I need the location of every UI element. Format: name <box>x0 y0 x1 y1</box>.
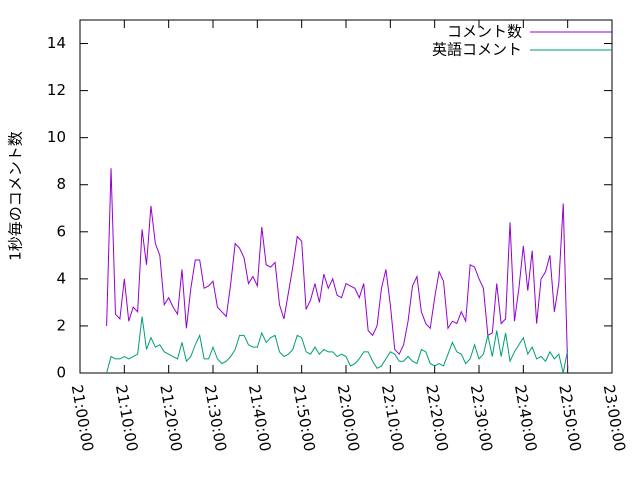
legend-label: コメント数 <box>447 23 522 41</box>
x-tick-label: 21:50:00 <box>289 383 318 452</box>
y-tick-label: 8 <box>56 175 66 193</box>
x-tick-label: 22:20:00 <box>422 383 451 452</box>
x-tick-label: 21:20:00 <box>156 383 185 452</box>
series-line <box>106 168 569 369</box>
y-tick-label: 12 <box>47 81 66 99</box>
x-tick-label: 21:40:00 <box>245 383 274 452</box>
x-tick-label: 21:00:00 <box>68 383 97 452</box>
legend-label: 英語コメント <box>432 41 522 59</box>
x-tick-label: 21:30:00 <box>201 383 230 452</box>
plot-border <box>79 19 613 374</box>
x-tick-label: 22:30:00 <box>467 383 496 452</box>
x-tick-label: 22:40:00 <box>511 383 540 452</box>
x-tick-label: 23:00:00 <box>600 383 629 452</box>
y-tick-label: 2 <box>56 316 66 334</box>
x-tick-label: 22:10:00 <box>378 383 407 452</box>
x-tick-label: 22:50:00 <box>555 383 584 452</box>
series-line <box>106 316 569 374</box>
y-tick-label: 0 <box>56 364 66 382</box>
y-tick-label: 10 <box>47 128 66 146</box>
x-tick-label: 22:00:00 <box>334 383 363 452</box>
y-axis-label: 1秒毎のコメント数 <box>7 131 25 261</box>
y-tick-label: 6 <box>56 222 66 240</box>
y-tick-label: 4 <box>56 269 66 287</box>
x-tick-label: 21:10:00 <box>112 383 141 452</box>
y-tick-label: 14 <box>47 34 66 52</box>
